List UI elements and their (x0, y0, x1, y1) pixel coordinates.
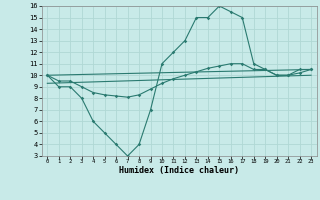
X-axis label: Humidex (Indice chaleur): Humidex (Indice chaleur) (119, 166, 239, 175)
